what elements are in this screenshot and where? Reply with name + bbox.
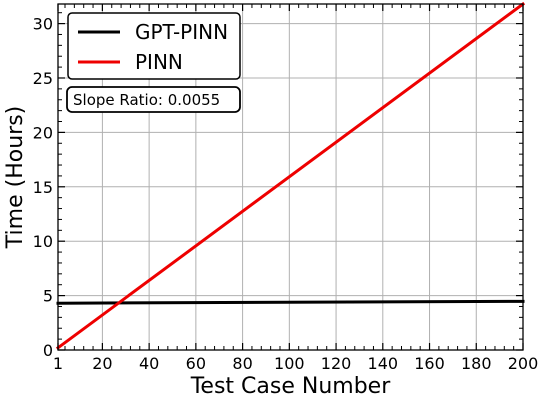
y-tick-label: 20	[33, 123, 53, 142]
x-tick-label: 1	[53, 354, 63, 373]
x-tick-label: 120	[321, 354, 352, 373]
x-tick-label: 140	[368, 354, 399, 373]
x-tick-label: 180	[461, 354, 492, 373]
y-tick-label: 25	[33, 69, 53, 88]
y-axis-label: Time (Hours)	[3, 106, 28, 249]
series-lines	[55, 1, 526, 350]
x-tick-label: 80	[232, 354, 252, 373]
x-tick-label: 100	[274, 354, 305, 373]
y-tick-labels: 0 5 10 15 20 25 30	[33, 15, 53, 360]
series-line-gpt-pinn	[56, 299, 525, 305]
slope-ratio-annotation: Slope Ratio: 0.0055	[66, 86, 241, 113]
x-tick-label: 200	[508, 354, 539, 373]
plot-frame	[57, 3, 524, 351]
x-tick-label: 160	[414, 354, 445, 373]
x-tick-label: 60	[186, 354, 206, 373]
y-tick-label: 10	[33, 232, 53, 251]
x-tick-labels: 1 20 40 60 80 100 120 140 160 180 200	[53, 354, 538, 373]
legend-label-gpt-pinn: GPT-PINN	[135, 20, 228, 44]
annotation-text: Slope Ratio: 0.0055	[73, 91, 220, 109]
axis-ticks	[57, 4, 524, 351]
x-tick-label: 40	[139, 354, 159, 373]
y-tick-label: 30	[33, 15, 53, 34]
legend-label-pinn: PINN	[135, 50, 183, 74]
series-line-pinn	[55, 1, 526, 350]
legend: GPT-PINN PINN	[67, 12, 241, 80]
y-tick-label: 15	[33, 178, 53, 197]
x-tick-label: 20	[92, 354, 112, 373]
annotation-box	[66, 86, 241, 113]
x-axis-label: Test Case Number	[190, 374, 391, 399]
y-tick-label: 0	[43, 341, 53, 360]
y-tick-label: 5	[43, 287, 53, 306]
